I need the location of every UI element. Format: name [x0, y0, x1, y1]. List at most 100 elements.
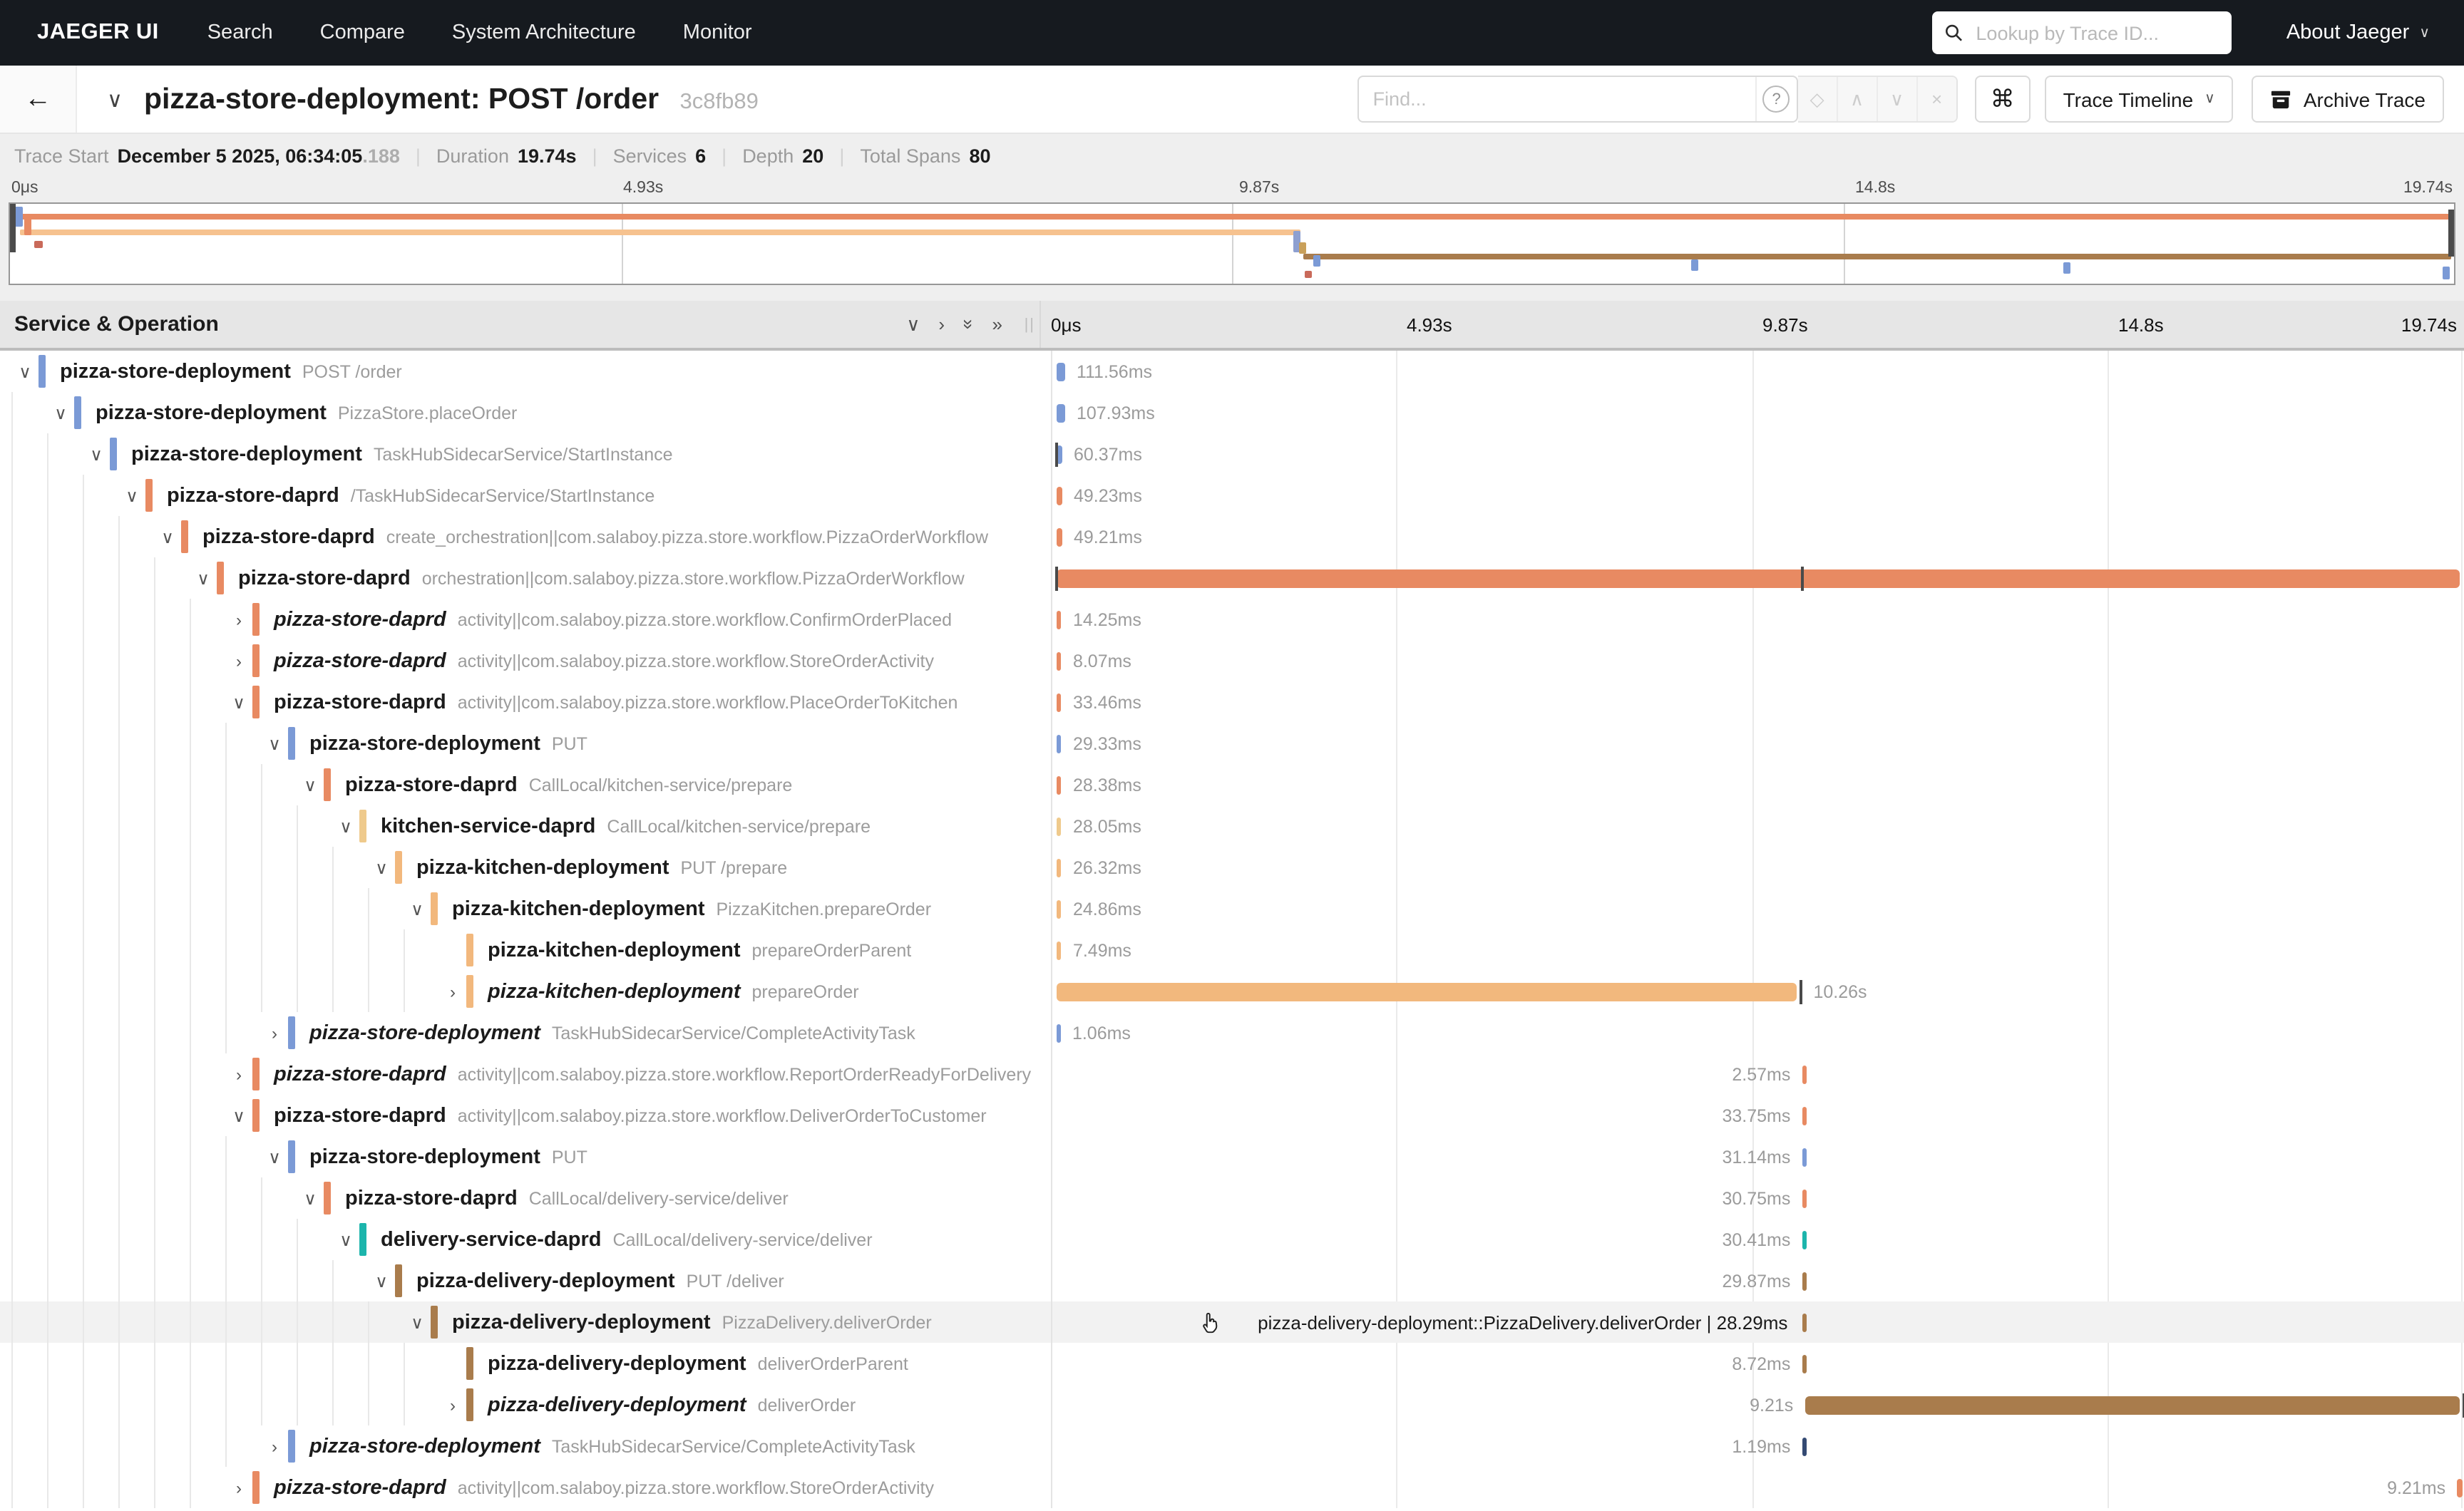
span-name-cell[interactable]: ∨ pizza-store-daprd activity||com.salaboy.… [0, 681, 1051, 723]
nav-item-system-architecture[interactable]: System Architecture [451, 21, 636, 44]
span-duration-bar[interactable] [1056, 569, 2460, 587]
nav-item-monitor[interactable]: Monitor [682, 21, 752, 44]
span-timeline-cell[interactable]: 30.41ms [1051, 1219, 2464, 1260]
nav-item-search[interactable]: Search [207, 21, 273, 44]
span-timeline-cell[interactable]: pizza-delivery-deployment::PizzaDelivery… [1051, 1301, 2464, 1343]
chevron-down-icon[interactable]: ∨ [411, 899, 423, 919]
span-row[interactable]: ∨ pizza-delivery-deployment PUT /deliver 29… [0, 1260, 2464, 1301]
span-timeline-cell[interactable]: 29.87ms [1051, 1260, 2464, 1301]
minimap-scrubber-handle[interactable] [10, 204, 16, 252]
span-timeline-cell[interactable]: 10.26s [1051, 971, 2464, 1012]
span-timeline-cell[interactable]: 28.38ms [1051, 764, 2464, 805]
span-timeline-cell[interactable]: 49.23ms [1051, 475, 2464, 516]
chevron-down-icon[interactable]: ∨ [54, 403, 67, 423]
span-row[interactable]: ∨ pizza-store-daprd activity||com.salaboy.… [0, 681, 2464, 723]
span-duration-bar[interactable] [1056, 941, 1062, 959]
span-name-cell[interactable]: ∨ pizza-store-deployment PizzaStore.placeO… [0, 392, 1051, 433]
span-row[interactable]: › pizza-store-daprd activity||com.salaboy.… [0, 1467, 2464, 1508]
about-jaeger-menu[interactable]: About Jaeger ∨ [2286, 21, 2430, 44]
span-name-cell[interactable]: ∨ pizza-store-daprd CallLocal/delivery-ser… [0, 1177, 1051, 1219]
span-timeline-cell[interactable]: 24.86ms [1051, 888, 2464, 929]
span-name-cell[interactable]: ∨ pizza-store-daprd/TaskHubSidecarService… [0, 475, 1051, 516]
chevron-down-icon[interactable]: ∨ [232, 1105, 245, 1125]
minimap-scrubber-handle[interactable] [2448, 210, 2454, 257]
span-name-cell[interactable]: ∨ pizza-delivery-deployment PUT /deliver [0, 1260, 1051, 1301]
span-row[interactable]: ∨ pizza-store-deployment POST /order 111.56… [0, 351, 2464, 392]
span-timeline-cell[interactable]: 1.19ms [1051, 1425, 2464, 1467]
span-duration-bar[interactable] [1056, 610, 1062, 629]
span-name-cell[interactable]: pizza-delivery-deployment deliverOrderPar… [0, 1343, 1051, 1384]
chevron-down-icon[interactable]: ∨ [125, 485, 138, 505]
span-name-cell[interactable]: ∨ pizza-store-daprd orchestration||com.sal… [0, 557, 1051, 599]
chevron-down-icon[interactable]: ∨ [161, 527, 174, 547]
chevron-down-icon[interactable]: ∨ [268, 733, 281, 753]
span-row[interactable]: ∨ pizza-store-daprd create_orchestration||… [0, 516, 2464, 557]
chevron-down-icon[interactable]: ∨ [304, 775, 317, 795]
span-duration-bar[interactable] [1056, 651, 1062, 670]
span-row[interactable]: ∨ pizza-kitchen-deployment PUT /prepare 26.… [0, 847, 2464, 888]
span-name-cell[interactable]: › pizza-kitchen-deployment prepareOrder [0, 971, 1051, 1012]
chevron-down-icon[interactable]: ∨ [411, 1312, 423, 1332]
span-name-cell[interactable]: › pizza-store-deployment TaskHubSidecarSer… [0, 1012, 1051, 1053]
span-timeline-cell[interactable] [1051, 557, 2464, 599]
span-name-cell[interactable]: › pizza-store-daprd activity||com.salaboy.… [0, 599, 1051, 640]
span-duration-bar[interactable] [1056, 403, 1065, 422]
span-row[interactable]: ∨ pizza-store-deployment PizzaStore.placeO… [0, 392, 2464, 433]
span-duration-bar[interactable] [1802, 1313, 1807, 1331]
span-name-cell[interactable]: › pizza-store-deployment TaskHubSidecarSer… [0, 1425, 1051, 1467]
span-name-cell[interactable]: ∨ pizza-kitchen-deployment PUT /prepare [0, 847, 1051, 888]
back-button[interactable]: ← [0, 66, 77, 133]
span-duration-bar[interactable] [1056, 817, 1062, 835]
span-timeline-cell[interactable]: 1.06ms [1051, 1012, 2464, 1053]
span-timeline-cell[interactable]: 30.75ms [1051, 1177, 2464, 1219]
archive-trace-button[interactable]: Archive Trace [2252, 76, 2444, 123]
span-name-cell[interactable]: › pizza-store-daprd activity||com.salaboy.… [0, 1467, 1051, 1508]
prev-result-button[interactable]: ∧ [1837, 77, 1878, 121]
expand-all-icon[interactable]: » [992, 314, 1002, 335]
chevron-right-icon[interactable]: › [272, 1023, 277, 1043]
chevron-down-icon[interactable]: ∨ [90, 444, 103, 464]
span-duration-bar[interactable] [1802, 1272, 1807, 1290]
span-duration-bar[interactable] [1805, 1396, 2460, 1414]
chevron-right-icon[interactable]: › [450, 1395, 456, 1415]
span-timeline-cell[interactable]: 107.93ms [1051, 392, 2464, 433]
column-resize-grip[interactable]: || [1024, 316, 1035, 333]
chevron-down-icon[interactable]: ∨ [339, 816, 352, 836]
span-name-cell[interactable]: ∨ kitchen-service-daprd CallLocal/kitchen-… [0, 805, 1051, 847]
span-timeline-cell[interactable]: 9.21ms [1051, 1467, 2464, 1508]
span-name-cell[interactable]: ∨ pizza-store-daprd activity||com.salaboy.… [0, 1095, 1051, 1136]
span-duration-bar[interactable] [2457, 1478, 2463, 1497]
span-name-cell[interactable]: › pizza-delivery-deployment deliverOrder [0, 1384, 1051, 1425]
span-timeline-cell[interactable]: 31.14ms [1051, 1136, 2464, 1177]
span-duration-bar[interactable] [1802, 1437, 1807, 1455]
span-row[interactable]: ∨ pizza-delivery-deployment PizzaDelivery.… [0, 1301, 2464, 1343]
span-duration-bar[interactable] [1802, 1354, 1807, 1373]
span-name-cell[interactable]: ∨ pizza-delivery-deployment PizzaDelivery.… [0, 1301, 1051, 1343]
span-duration-bar[interactable] [1056, 858, 1062, 877]
collapse-all-icon[interactable]: » [958, 319, 980, 330]
span-row[interactable]: ∨ pizza-store-daprd CallLocal/kitchen-serv… [0, 764, 2464, 805]
span-row[interactable]: ∨ pizza-store-deployment TaskHubSidecarSer… [0, 433, 2464, 475]
span-row[interactable]: › pizza-store-daprd activity||com.salaboy.… [0, 1053, 2464, 1095]
span-row[interactable]: ∨ delivery-service-daprd CallLocal/deliver… [0, 1219, 2464, 1260]
span-row[interactable]: › pizza-store-daprd activity||com.salaboy.… [0, 599, 2464, 640]
span-row[interactable]: › pizza-store-deployment TaskHubSidecarSer… [0, 1012, 2464, 1053]
span-timeline-cell[interactable]: 49.21ms [1051, 516, 2464, 557]
span-row[interactable]: › pizza-delivery-deployment deliverOrder 9.… [0, 1384, 2464, 1425]
find-input[interactable] [1358, 88, 1755, 110]
span-duration-bar[interactable] [1802, 1106, 1807, 1125]
trace-collapse-icon[interactable]: ∨ [107, 88, 123, 112]
span-timeline-cell[interactable]: 29.33ms [1051, 723, 2464, 764]
focus-span-button[interactable]: ◇ [1797, 77, 1838, 121]
span-name-cell[interactable]: pizza-kitchen-deployment prepareOrderPare… [0, 929, 1051, 971]
find-help-button[interactable]: ? [1755, 77, 1797, 121]
span-row[interactable]: ∨ pizza-store-daprd activity||com.salaboy.… [0, 1095, 2464, 1136]
span-name-cell[interactable]: ∨ pizza-store-daprd CallLocal/kitchen-serv… [0, 764, 1051, 805]
span-row[interactable]: ∨ kitchen-service-daprd CallLocal/kitchen-… [0, 805, 2464, 847]
span-duration-bar[interactable] [1802, 1230, 1807, 1249]
span-timeline-cell[interactable]: 2.57ms [1051, 1053, 2464, 1095]
span-name-cell[interactable]: ∨ pizza-kitchen-deployment PizzaKitchen.pr… [0, 888, 1051, 929]
span-row[interactable]: ∨ pizza-store-daprd/TaskHubSidecarService… [0, 475, 2464, 516]
span-duration-bar[interactable] [1056, 899, 1062, 918]
span-timeline-cell[interactable]: 8.72ms [1051, 1343, 2464, 1384]
